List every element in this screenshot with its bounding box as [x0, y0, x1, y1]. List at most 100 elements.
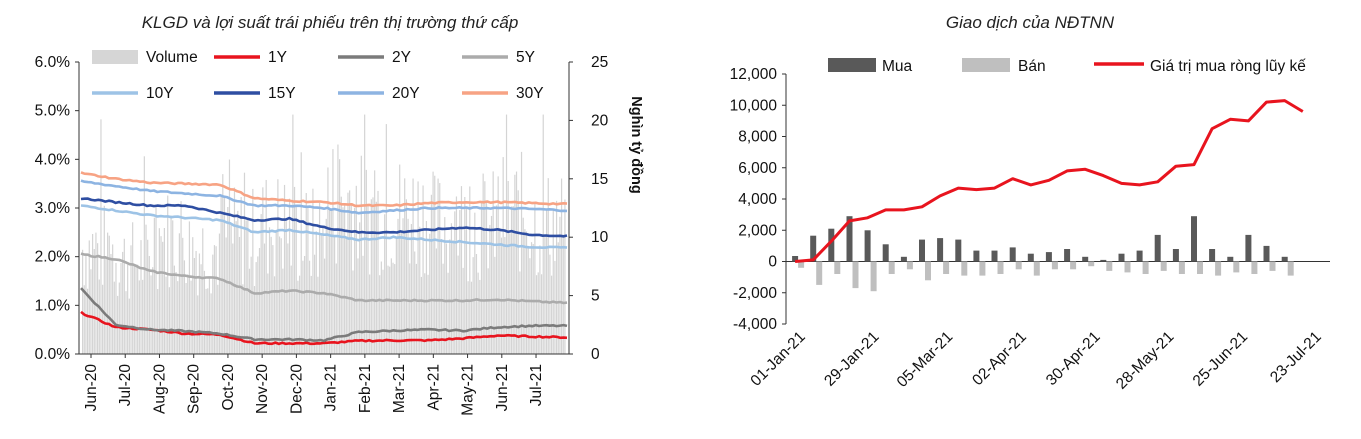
volume-bar [540, 274, 543, 354]
volume-bar [212, 254, 214, 354]
yield-line-10Y [80, 204, 568, 249]
volume-bar [409, 263, 411, 354]
volume-bar [499, 227, 501, 354]
volume-bar [424, 273, 426, 354]
volume-bar [442, 263, 444, 354]
volume-bar [389, 266, 391, 354]
volume-bar [327, 167, 329, 354]
volume-bar [494, 256, 496, 354]
legend-label-20Y: 20Y [392, 85, 420, 102]
sell-bar [1124, 261, 1131, 273]
volume-bar [302, 260, 304, 354]
volume-bar [162, 241, 164, 354]
volume-bar [252, 188, 254, 354]
volume-bar [362, 255, 364, 354]
x-tick-label: Jun-21 [494, 364, 511, 411]
volume-bar [263, 243, 266, 354]
volume-bar [220, 194, 222, 354]
buy-bar [1281, 256, 1288, 262]
volume-bar [454, 211, 456, 354]
volume-bar [100, 119, 102, 354]
volume-bar [223, 196, 226, 354]
buy-bar [1082, 256, 1089, 262]
legend-label-cumulative: Giá trị mua ròng lũy kế [1150, 58, 1306, 75]
volume-bar [262, 187, 264, 354]
volume-bar [497, 176, 499, 354]
volume-bar [112, 244, 114, 354]
volume-bar [103, 205, 105, 354]
volume-bar [203, 270, 206, 354]
volume-bar [168, 287, 170, 354]
buy-bar [810, 235, 817, 262]
y-tick-label: -4,000 [733, 316, 777, 333]
volume-bar [228, 159, 231, 354]
sell-bar [979, 261, 986, 276]
volume-bar [419, 226, 421, 354]
volume-bar [417, 181, 419, 354]
y-tick-label: 12,000 [730, 66, 778, 83]
volume-bar [390, 258, 392, 354]
sell-bar [870, 261, 877, 292]
volume-bar [322, 225, 324, 354]
volume-bar [170, 215, 172, 354]
left-tick-label: 5.0% [35, 103, 71, 120]
buy-bar [955, 239, 962, 262]
volume-bar [564, 199, 566, 354]
volume-bar [337, 144, 339, 354]
buy-bar [1227, 256, 1234, 262]
volume-bar [173, 265, 175, 354]
cumulative-line [794, 99, 1304, 263]
volume-bar [445, 243, 448, 354]
volume-bar [345, 237, 347, 354]
volume-bar [432, 171, 434, 354]
volume-bar [325, 218, 327, 354]
volume-bar [242, 284, 244, 354]
sell-bar [1106, 261, 1113, 271]
buy-bar [1172, 249, 1179, 262]
volume-bar [300, 152, 302, 354]
volume-bar [329, 209, 331, 354]
buy-bar [900, 256, 907, 262]
chart2-legend: Mua Bán Giá trị mua ròng lũy kế [828, 58, 1306, 75]
x-tick-label: Jun-20 [83, 364, 100, 412]
volume-bar [332, 149, 334, 354]
yield-line-20Y [80, 179, 568, 215]
volume-bar [180, 201, 182, 354]
volume-bar [542, 114, 544, 354]
volume-bar [303, 256, 306, 354]
volume-bar [355, 185, 357, 354]
volume-bar [110, 254, 112, 354]
volume-bar [414, 251, 416, 354]
volume-bar [350, 203, 352, 354]
volume-bar [412, 178, 414, 354]
volume-bar [539, 245, 541, 354]
volume-bar [207, 288, 209, 354]
volume-bar [290, 265, 292, 354]
left-tick-label: 2.0% [35, 249, 71, 266]
volume-bar [560, 178, 563, 354]
volume-bar [295, 205, 297, 354]
sell-bar [834, 261, 841, 274]
x-tick-label: Jan-21 [323, 364, 340, 411]
x-tick-label: Nov-20 [254, 364, 271, 414]
buy-bar [828, 228, 835, 262]
y-tick-label: 8,000 [738, 129, 777, 146]
buy-bar [792, 256, 799, 262]
volume-bar [178, 233, 180, 354]
volume-bar [545, 210, 548, 354]
volume-bar [230, 222, 232, 354]
volume-bar [482, 173, 484, 354]
volume-bar [430, 194, 433, 354]
volume-bar [217, 284, 219, 354]
volume-bar [400, 231, 402, 354]
volume-bar [317, 276, 319, 354]
volume-bar [305, 193, 307, 354]
buy-bar [1245, 234, 1252, 262]
volume-bar [208, 278, 211, 354]
x-tick-label: 23-Jul-21 [1267, 328, 1325, 386]
volume-bar [500, 237, 503, 354]
volume-bar [557, 242, 559, 354]
volume-bar [313, 254, 316, 354]
yield-line-2Y [80, 287, 568, 343]
sell-bar [852, 261, 859, 289]
